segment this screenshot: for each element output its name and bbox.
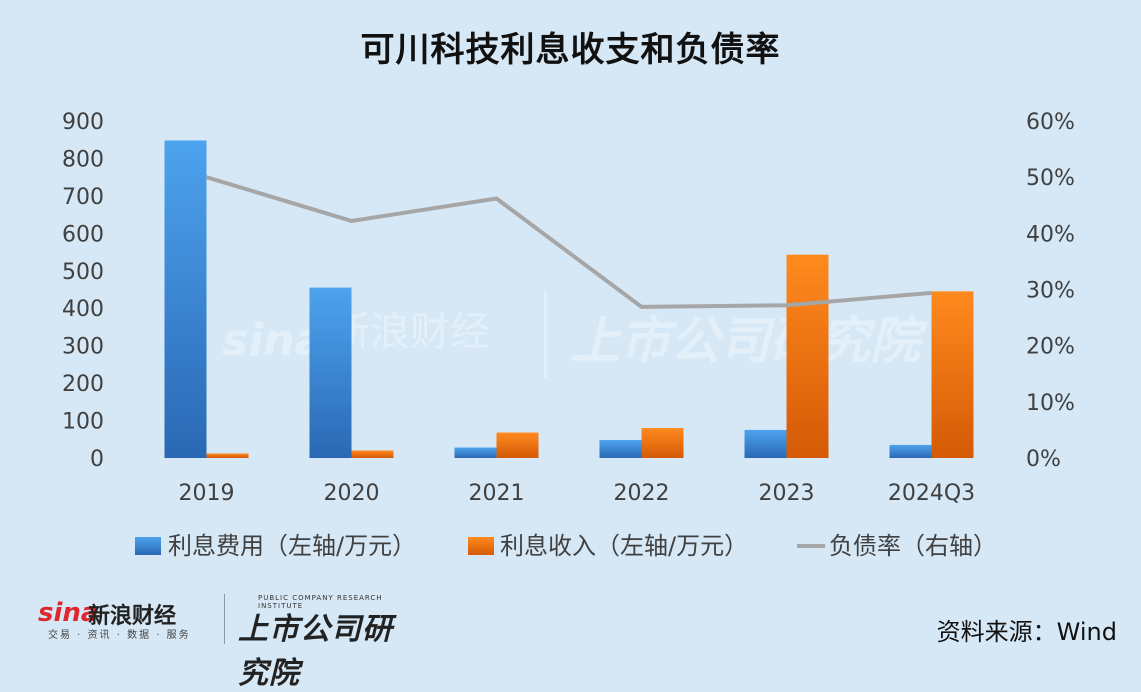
svg-text:sina: sina [222, 315, 324, 366]
right-tick-label: 0% [1026, 447, 1061, 472]
chart-title: 可川科技利息收支和负债率 [360, 30, 781, 70]
left-tick-label: 0 [90, 447, 104, 472]
sina-tagline: 交易 · 资讯 · 数据 · 服务 [48, 630, 191, 641]
footer-divider [224, 594, 225, 644]
bar-interest-expense [744, 429, 787, 458]
x-tick-label: 2021 [469, 481, 525, 506]
x-tick-label: 2024Q3 [888, 481, 975, 506]
institute-name-cn: 上市公司研究院 [238, 612, 393, 691]
series-interest-income [206, 254, 974, 458]
bar-interest-income [351, 450, 394, 458]
left-axis-ticks: 0 100 200 300 400 500 600 700 800 900 [62, 110, 104, 472]
debt-ratio-line [205, 175, 932, 309]
watermark: sina 新浪财经 上市公司研究院 [222, 292, 928, 378]
bar-interest-income [931, 291, 974, 458]
x-tick-label: 2022 [614, 481, 670, 506]
sina-logo: sina [38, 598, 99, 628]
legend-swatch-interest-income [468, 537, 494, 555]
series-debt-ratio [205, 175, 932, 309]
bar-interest-expense [599, 440, 642, 458]
left-tick-label: 300 [62, 335, 104, 360]
series-interest-expense [164, 140, 932, 458]
legend: 利息费用（左轴/万元） 利息收入（左轴/万元） 负债率（右轴） [135, 532, 997, 560]
x-tick-label: 2020 [324, 481, 380, 506]
x-tick-label: 2019 [179, 481, 235, 506]
left-tick-label: 900 [62, 110, 104, 135]
right-tick-label: 50% [1026, 166, 1075, 191]
legend-label-debt-ratio: 负债率（右轴） [829, 532, 997, 560]
legend-label-interest-expense: 利息费用（左轴/万元） [168, 532, 416, 560]
x-tick-label: 2023 [759, 481, 815, 506]
legend-label-interest-income: 利息收入（左轴/万元） [500, 532, 748, 560]
left-tick-label: 500 [62, 260, 104, 285]
left-tick-label: 100 [62, 410, 104, 435]
right-axis-ticks: 0% 10% 20% 30% 40% 50% 60% [1026, 110, 1075, 472]
left-tick-label: 600 [62, 222, 104, 247]
left-tick-label: 400 [62, 297, 104, 322]
bar-interest-expense [309, 287, 352, 458]
data-source: 资料来源：Wind [936, 618, 1117, 646]
left-tick-label: 800 [62, 147, 104, 172]
footer-brand: sina 新浪财经 交易 · 资讯 · 数据 · 服务 PUBLIC COMPA… [38, 592, 418, 691]
left-tick-label: 200 [62, 372, 104, 397]
svg-text:新浪财经: 新浪财经 [330, 309, 490, 355]
right-tick-label: 10% [1026, 391, 1075, 416]
right-tick-label: 40% [1026, 222, 1075, 247]
bar-interest-expense [454, 447, 497, 458]
bar-interest-expense [164, 140, 207, 458]
bar-interest-income [641, 428, 684, 458]
legend-swatch-interest-expense [135, 537, 161, 555]
bar-interest-expense [889, 444, 932, 458]
left-tick-label: 700 [62, 185, 104, 210]
svg-text:上市公司研究院: 上市公司研究院 [570, 312, 928, 370]
right-tick-label: 60% [1026, 110, 1075, 135]
x-axis-ticks: 2019 2020 2021 2022 2023 2024Q3 [179, 481, 976, 506]
sina-finance-name: 新浪财经 [88, 604, 177, 629]
institute-name-en: PUBLIC COMPANY RESEARCH INSTITUTE [258, 594, 383, 610]
chart: 0 100 200 300 400 500 600 700 800 900 0% 10% 20% 30%… [62, 110, 1075, 560]
bar-interest-income [206, 453, 249, 458]
bar-interest-income [786, 254, 829, 458]
right-tick-label: 30% [1026, 279, 1075, 304]
right-tick-label: 20% [1026, 335, 1075, 360]
bar-interest-income [496, 432, 539, 458]
